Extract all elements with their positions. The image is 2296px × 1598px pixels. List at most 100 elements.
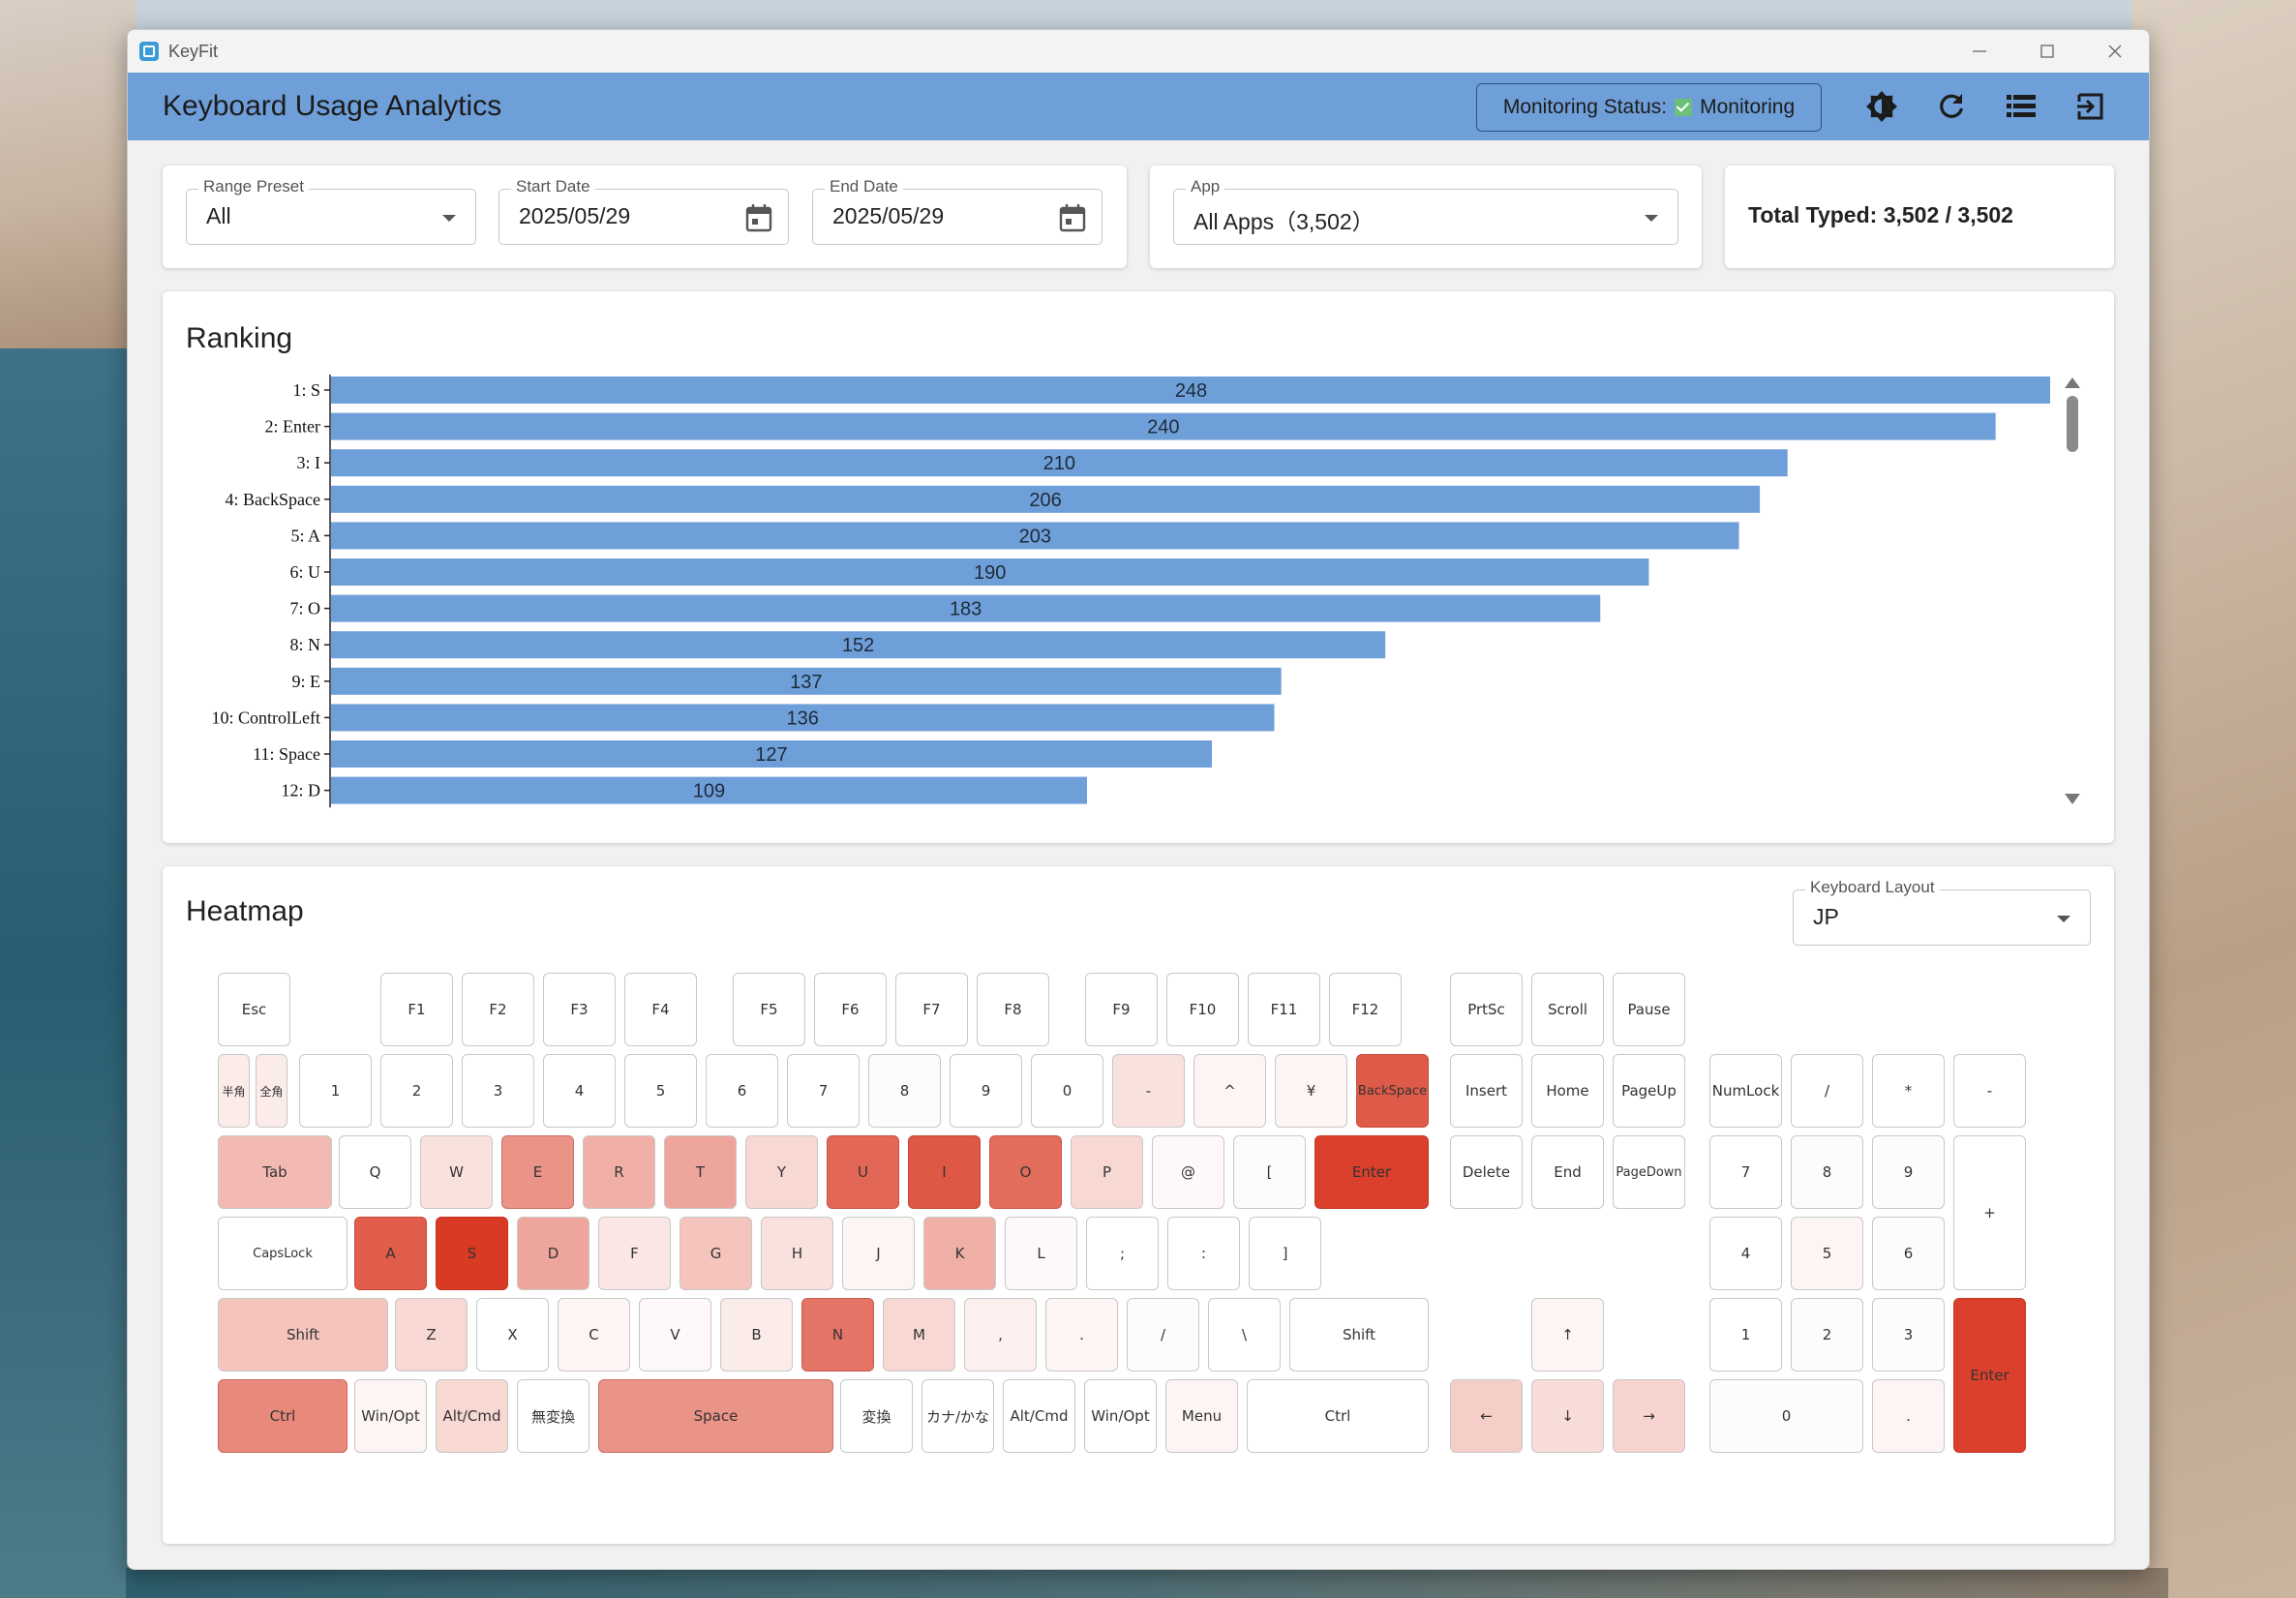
key-p[interactable]: P: [1071, 1135, 1143, 1209]
key-d3[interactable]: 3: [462, 1054, 534, 1128]
key-d6[interactable]: 6: [706, 1054, 778, 1128]
key-f1[interactable]: F1: [380, 973, 453, 1046]
key-down[interactable]: ↓: [1531, 1379, 1604, 1453]
key-delete[interactable]: Delete: [1450, 1135, 1523, 1209]
key-d1[interactable]: 1: [299, 1054, 372, 1128]
maximize-button[interactable]: [2013, 30, 2081, 73]
key-f[interactable]: F: [598, 1217, 671, 1290]
key-f12[interactable]: F12: [1329, 973, 1402, 1046]
minimize-button[interactable]: [1946, 30, 2013, 73]
key-j[interactable]: J: [842, 1217, 915, 1290]
key-period[interactable]: .: [1045, 1298, 1118, 1372]
logout-button[interactable]: [2056, 73, 2126, 140]
ranking-bar[interactable]: [331, 776, 1088, 804]
key-a[interactable]: A: [354, 1217, 427, 1290]
key-d5[interactable]: 5: [624, 1054, 697, 1128]
key-d8[interactable]: 8: [868, 1054, 941, 1128]
key-n[interactable]: N: [801, 1298, 874, 1372]
key-minus[interactable]: -: [1112, 1054, 1185, 1128]
key-np6[interactable]: 6: [1872, 1217, 1945, 1290]
key-s[interactable]: S: [436, 1217, 508, 1290]
key-d9[interactable]: 9: [950, 1054, 1022, 1128]
key-rctrl[interactable]: Ctrl: [1247, 1379, 1429, 1453]
ranking-bar[interactable]: [331, 558, 1649, 586]
key-np8[interactable]: 8: [1791, 1135, 1863, 1209]
ranking-bar[interactable]: [331, 740, 1212, 768]
key-yen[interactable]: ¥: [1275, 1054, 1347, 1128]
key-d[interactable]: D: [517, 1217, 589, 1290]
title-bar[interactable]: KeyFit: [128, 30, 2149, 73]
key-q[interactable]: Q: [339, 1135, 411, 1209]
key-pageup[interactable]: PageUp: [1613, 1054, 1685, 1128]
start-date-field[interactable]: Start Date 2025/05/29: [498, 177, 789, 245]
key-np-star[interactable]: *: [1872, 1054, 1945, 1128]
key-np7[interactable]: 7: [1709, 1135, 1782, 1209]
ranking-bar[interactable]: [331, 594, 1601, 622]
ranking-bar[interactable]: [331, 522, 1739, 550]
key-lctrl[interactable]: Ctrl: [218, 1379, 347, 1453]
key-caret[interactable]: ^: [1193, 1054, 1266, 1128]
key-esc[interactable]: Esc: [218, 973, 290, 1046]
ranking-bar[interactable]: [331, 449, 1788, 477]
key-henkan[interactable]: 変換: [840, 1379, 913, 1453]
key-kana[interactable]: カナ/かな: [921, 1379, 994, 1453]
range-preset-select[interactable]: Range Preset All: [186, 177, 476, 245]
key-v[interactable]: V: [639, 1298, 711, 1372]
ranking-bar[interactable]: [331, 631, 1386, 659]
key-c[interactable]: C: [558, 1298, 630, 1372]
key-tab[interactable]: Tab: [218, 1135, 332, 1209]
calendar-icon[interactable]: [745, 203, 772, 232]
key-np-slash[interactable]: /: [1791, 1054, 1863, 1128]
key-np4[interactable]: 4: [1709, 1217, 1782, 1290]
key-semicolon[interactable]: ;: [1086, 1217, 1159, 1290]
key-np-enter[interactable]: Enter: [1953, 1298, 2026, 1453]
key-ralt[interactable]: Alt/Cmd: [1003, 1379, 1075, 1453]
key-at[interactable]: @: [1152, 1135, 1224, 1209]
key-prtsc[interactable]: PrtSc: [1450, 973, 1523, 1046]
key-backspace[interactable]: BackSpace: [1356, 1054, 1429, 1128]
ranking-bar[interactable]: [331, 667, 1282, 695]
key-left[interactable]: ←: [1450, 1379, 1523, 1453]
key-f8[interactable]: F8: [977, 973, 1049, 1046]
key-y[interactable]: Y: [745, 1135, 818, 1209]
key-x[interactable]: X: [476, 1298, 549, 1372]
keyboard-layout-select[interactable]: Keyboard Layout JP: [1793, 878, 2091, 946]
key-lbracket[interactable]: [: [1233, 1135, 1306, 1209]
key-zenkaku[interactable]: 全角: [256, 1054, 287, 1128]
calendar-icon[interactable]: [1059, 203, 1086, 232]
key-np5[interactable]: 5: [1791, 1217, 1863, 1290]
ranking-bar[interactable]: [331, 704, 1275, 732]
key-f11[interactable]: F11: [1248, 973, 1320, 1046]
key-lshift[interactable]: Shift: [218, 1298, 388, 1372]
key-f9[interactable]: F9: [1085, 973, 1158, 1046]
scroll-down-arrow-icon[interactable]: [2065, 794, 2080, 804]
key-rwin[interactable]: Win/Opt: [1084, 1379, 1157, 1453]
key-hankaku[interactable]: 半角: [218, 1054, 250, 1128]
key-lwin[interactable]: Win/Opt: [354, 1379, 427, 1453]
key-np0[interactable]: 0: [1709, 1379, 1863, 1453]
list-view-button[interactable]: [1986, 73, 2056, 140]
key-o[interactable]: O: [989, 1135, 1062, 1209]
key-k[interactable]: K: [923, 1217, 996, 1290]
key-f6[interactable]: F6: [814, 973, 887, 1046]
key-np-dot[interactable]: .: [1872, 1379, 1945, 1453]
key-f5[interactable]: F5: [733, 973, 805, 1046]
key-t[interactable]: T: [664, 1135, 737, 1209]
close-button[interactable]: [2081, 30, 2149, 73]
monitoring-status-button[interactable]: Monitoring Status: Monitoring: [1476, 83, 1822, 132]
key-f4[interactable]: F4: [624, 973, 697, 1046]
key-d7[interactable]: 7: [787, 1054, 860, 1128]
key-i[interactable]: I: [908, 1135, 981, 1209]
key-insert[interactable]: Insert: [1450, 1054, 1523, 1128]
key-m[interactable]: M: [883, 1298, 955, 1372]
key-u[interactable]: U: [827, 1135, 899, 1209]
key-f2[interactable]: F2: [462, 973, 534, 1046]
scrollbar-thumb[interactable]: [2067, 396, 2078, 452]
key-colon[interactable]: :: [1167, 1217, 1240, 1290]
key-space[interactable]: Space: [598, 1379, 833, 1453]
key-numlock[interactable]: NumLock: [1709, 1054, 1782, 1128]
scroll-up-arrow-icon[interactable]: [2065, 377, 2080, 388]
key-w[interactable]: W: [420, 1135, 493, 1209]
key-d4[interactable]: 4: [543, 1054, 616, 1128]
ranking-bar[interactable]: [331, 485, 1761, 513]
